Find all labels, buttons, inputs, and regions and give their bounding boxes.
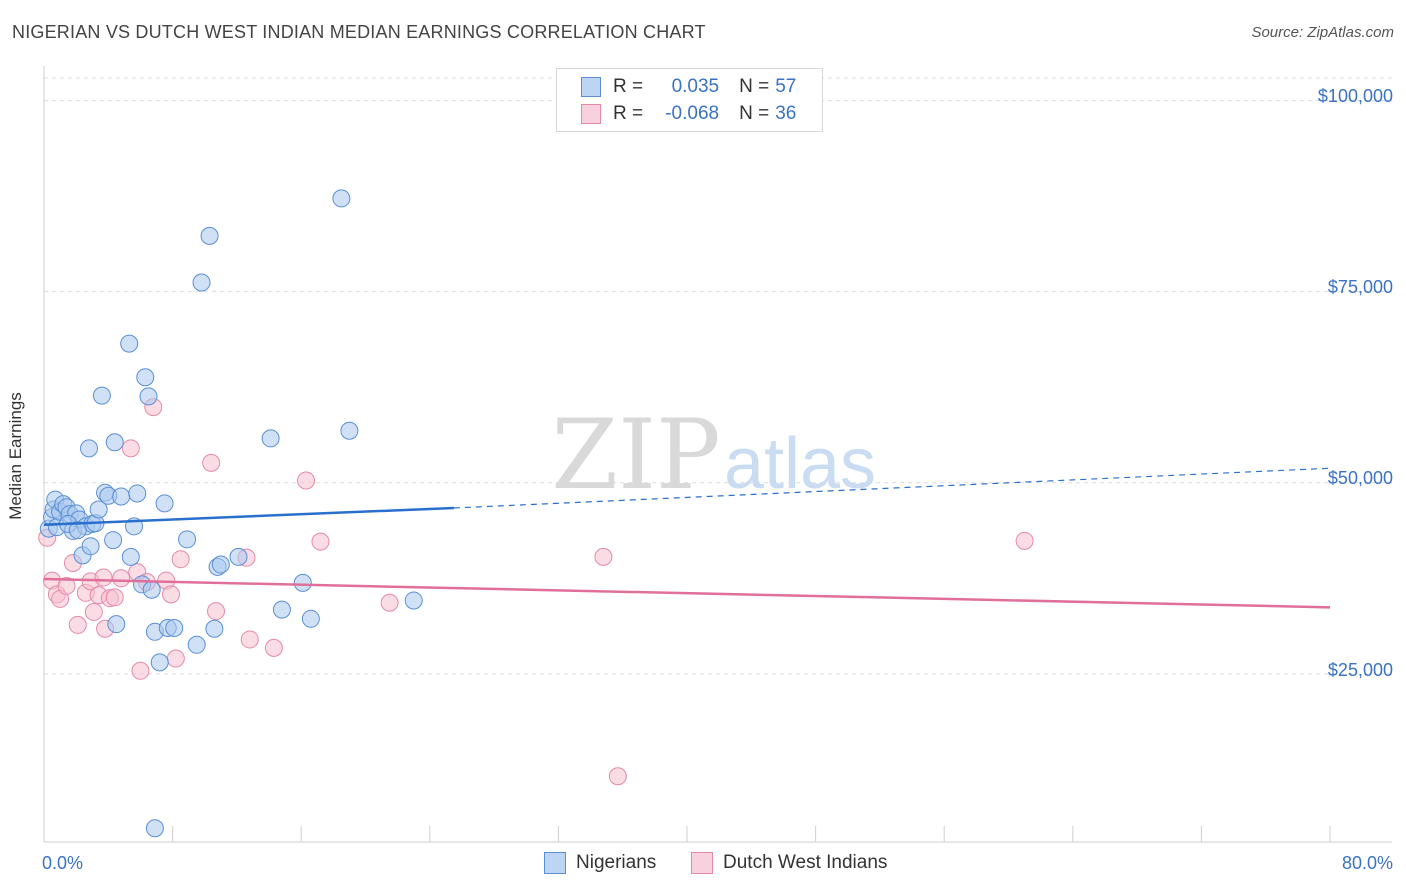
nigerian-point: [105, 433, 124, 452]
y-tick-75000: $75,000: [1327, 277, 1393, 297]
data-points: [38, 189, 1034, 838]
nigerian-point: [301, 609, 320, 628]
dutch-point: [171, 550, 190, 569]
dutch-point: [131, 661, 150, 680]
nigerian-point: [120, 334, 139, 353]
dutch-point: [1015, 531, 1034, 550]
nigerian-point: [136, 368, 155, 387]
nigerian-point: [121, 547, 140, 566]
legend-r-value: 0.035: [671, 76, 720, 97]
watermark: ZIP atlas: [551, 399, 876, 511]
nigerian-point: [178, 530, 197, 549]
dutch-point: [105, 588, 124, 607]
nigerian-point: [80, 439, 99, 458]
nigerian-point: [332, 189, 351, 208]
nigerian-point: [139, 387, 158, 406]
nigerian-point: [68, 521, 87, 540]
legend-swatch-blue: [544, 852, 566, 874]
dutch-point: [84, 602, 103, 621]
nigerian-trend-line: [43, 506, 454, 527]
x-tick-min: 0.0%: [42, 853, 84, 873]
nigerian-point: [187, 635, 206, 654]
watermark-atlas: atlas: [724, 424, 876, 504]
nigerian-point: [165, 618, 184, 637]
nigerian-point: [192, 273, 211, 292]
legend-row-dutch: R = -0.068 N = 36: [581, 102, 796, 126]
legend-item-dutch-west-indians[interactable]: Dutch West Indians: [691, 852, 887, 874]
legend-n-value: 36: [775, 103, 797, 124]
watermark-zip: ZIP: [551, 399, 720, 511]
legend-r-value: -0.068: [665, 103, 720, 124]
legend-item-nigerians[interactable]: Nigerians: [544, 852, 656, 874]
nigerian-point: [81, 537, 100, 556]
nigerian-point: [211, 555, 230, 574]
legend-n-label: N =: [739, 76, 770, 97]
nigerian-point: [89, 500, 108, 519]
nigerian-trend-extension: [453, 467, 1331, 509]
dutch-point: [207, 602, 226, 621]
legend-swatch-blue: [581, 77, 601, 97]
axes: [43, 66, 1392, 843]
legend-label-nigerians: Nigerians: [576, 852, 657, 873]
dutch-point: [112, 569, 131, 588]
dutch-point: [608, 767, 627, 786]
x-tick-max: 80.0%: [1341, 853, 1393, 873]
y-tick-25000: $25,000: [1327, 660, 1393, 680]
nigerian-point: [155, 494, 174, 513]
dutch-point: [594, 547, 613, 566]
legend-swatch-pink: [691, 852, 713, 874]
stats-legend: R = 0.035 N = 57 R = -0.068 N = 36: [556, 68, 823, 132]
dutch-point: [380, 593, 399, 612]
dutch-point: [202, 453, 221, 472]
nigerian-point: [404, 591, 423, 610]
dutch-point: [57, 576, 76, 595]
nigerian-point: [145, 819, 164, 838]
legend-row-nigerians: R = 0.035 N = 57: [581, 75, 796, 99]
dutch-point: [240, 630, 259, 649]
legend-n-value: 57: [775, 76, 797, 97]
dutch-trend-line: [43, 577, 1331, 609]
nigerian-point: [92, 386, 111, 405]
nigerian-point: [112, 487, 131, 506]
chart-title: NIGERIAN VS DUTCH WEST INDIAN MEDIAN EAR…: [12, 22, 706, 42]
nigerian-point: [272, 600, 291, 619]
dutch-point: [68, 615, 87, 634]
nigerian-point: [150, 653, 169, 672]
legend-n-label: N =: [739, 103, 770, 124]
nigerian-point: [104, 531, 123, 550]
legend-swatch-pink: [581, 104, 601, 124]
dutch-point: [94, 568, 113, 587]
nigerian-point: [293, 573, 312, 592]
nigerian-point: [128, 484, 147, 503]
dutch-point: [121, 439, 140, 458]
nigerian-point: [200, 226, 219, 245]
source-label: Source: ZipAtlas.com: [1251, 24, 1394, 41]
trend-lines: [43, 467, 1331, 609]
legend-label-dutch: Dutch West Indians: [723, 852, 888, 873]
nigerian-point: [142, 580, 161, 599]
nigerian-point: [107, 615, 126, 634]
y-tick-50000: $50,000: [1327, 468, 1393, 488]
nigerian-point: [261, 429, 280, 448]
nigerian-point: [340, 421, 359, 440]
nigerian-point: [205, 619, 224, 638]
dutch-point: [166, 649, 185, 668]
y-tick-100000: $100,000: [1317, 86, 1393, 106]
dutch-point: [161, 585, 180, 604]
nigerian-point: [229, 547, 248, 566]
dutch-point: [297, 471, 316, 490]
legend-r-label: R =: [613, 103, 644, 124]
legend-r-label: R =: [613, 76, 644, 97]
dutch-point: [311, 532, 330, 551]
dutch-point: [264, 638, 283, 657]
